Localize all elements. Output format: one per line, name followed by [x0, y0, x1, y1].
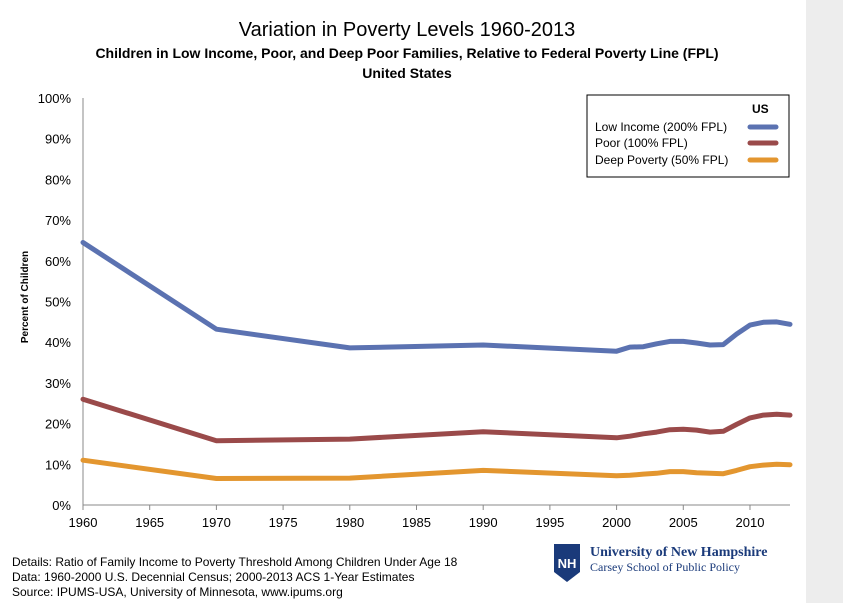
series-line-poor	[80, 396, 793, 444]
x-tick-label: 1965	[135, 515, 164, 530]
x-tick-label: 2000	[602, 515, 631, 530]
x-tick-label: 2005	[669, 515, 698, 530]
y-tick-label: 50%	[45, 295, 71, 310]
logo-university-name: University of New Hampshire	[590, 545, 767, 560]
series-line-low-income	[80, 240, 793, 354]
legend-label-deep-poverty: Deep Poverty (50% FPL)	[595, 153, 728, 167]
y-tick-label: 40%	[45, 335, 71, 350]
x-tick-label: 2010	[736, 515, 765, 530]
y-tick-label: 30%	[45, 376, 71, 391]
x-tick-label: 1990	[469, 515, 498, 530]
y-tick-label: 20%	[45, 417, 71, 432]
logo-school-name: Carsey School of Public Policy	[590, 560, 740, 574]
y-tick-label: 70%	[45, 213, 71, 228]
x-tick-label: 1980	[335, 515, 364, 530]
unh-shield-icon	[554, 544, 580, 582]
x-tick-labels: 1960 1965 1970 1975 1980 1985 1990 1995 2000 2005…	[69, 505, 765, 530]
series-line-deep-poverty	[80, 457, 793, 481]
y-tick-label: 80%	[45, 172, 71, 187]
y-tick-label: 60%	[45, 254, 71, 269]
chart-subtitle-region: United States	[362, 65, 452, 81]
y-tick-label: 10%	[45, 457, 71, 472]
series-lines	[80, 240, 793, 481]
unh-monogram: NH	[558, 556, 577, 571]
footer-data: Data: 1960-2000 U.S. Decennial Census; 2…	[12, 570, 414, 584]
chart-title: Variation in Poverty Levels 1960-2013	[239, 19, 576, 41]
y-tick-label: 90%	[45, 132, 71, 147]
legend-title: US	[752, 102, 769, 116]
x-tick-label: 1970	[202, 515, 231, 530]
footer-details: Details: Ratio of Family Income to Pover…	[12, 555, 458, 569]
x-tick-label: 1960	[69, 515, 98, 530]
y-axis-label: Percent of Children	[20, 251, 31, 343]
y-tick-label: 0%	[52, 498, 71, 513]
y-tick-labels: 0% 10% 20% 30% 40% 50% 60% 70% 80% 90% 100%	[38, 91, 72, 513]
x-tick-label: 1975	[269, 515, 298, 530]
legend-box	[586, 94, 790, 178]
x-tick-label: 1995	[535, 515, 564, 530]
unh-logo: NH University of New Hampshire Carsey Sc…	[554, 544, 767, 582]
x-tick-label: 1985	[402, 515, 431, 530]
footer-source: Source: IPUMS-USA, University of Minneso…	[12, 585, 343, 599]
chart-subtitle: Children in Low Income, Poor, and Deep P…	[95, 45, 718, 61]
legend-label-poor: Poor (100% FPL)	[595, 136, 688, 150]
side-margin	[806, 0, 843, 603]
legend: US Low Income (200% FPL) Poor (100% FPL)…	[586, 94, 790, 178]
y-tick-label: 100%	[38, 91, 72, 106]
legend-label-low-income: Low Income (200% FPL)	[595, 120, 727, 134]
